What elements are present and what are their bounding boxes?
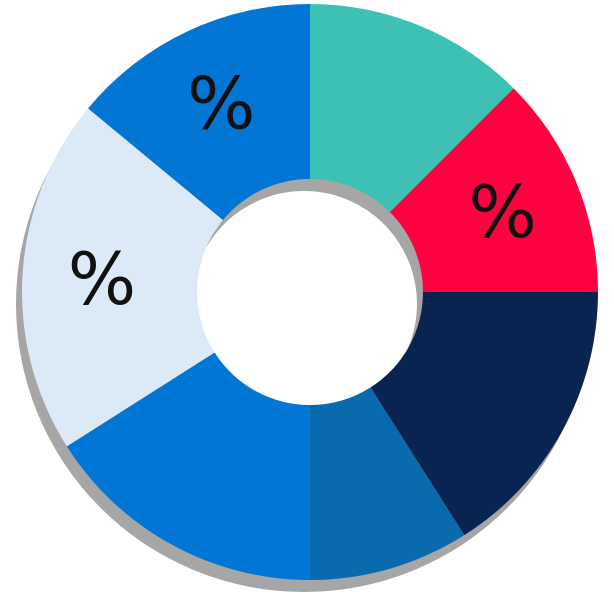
- pie-slice-4: [310, 387, 465, 580]
- donut-slices: [21, 4, 598, 580]
- pie-slice-7: [88, 4, 310, 220]
- slice-labels: %%%: [68, 61, 537, 321]
- pie-slice-5: [66, 352, 310, 580]
- pie-slice-2: [389, 88, 598, 293]
- pie-slice-1: [310, 4, 514, 213]
- pie-slice-6: [21, 108, 223, 447]
- slice-label-2: %: [468, 170, 536, 254]
- slice-label-7: %: [187, 61, 255, 145]
- pie-slice-3: [370, 292, 598, 536]
- slice-label-6: %: [68, 237, 136, 321]
